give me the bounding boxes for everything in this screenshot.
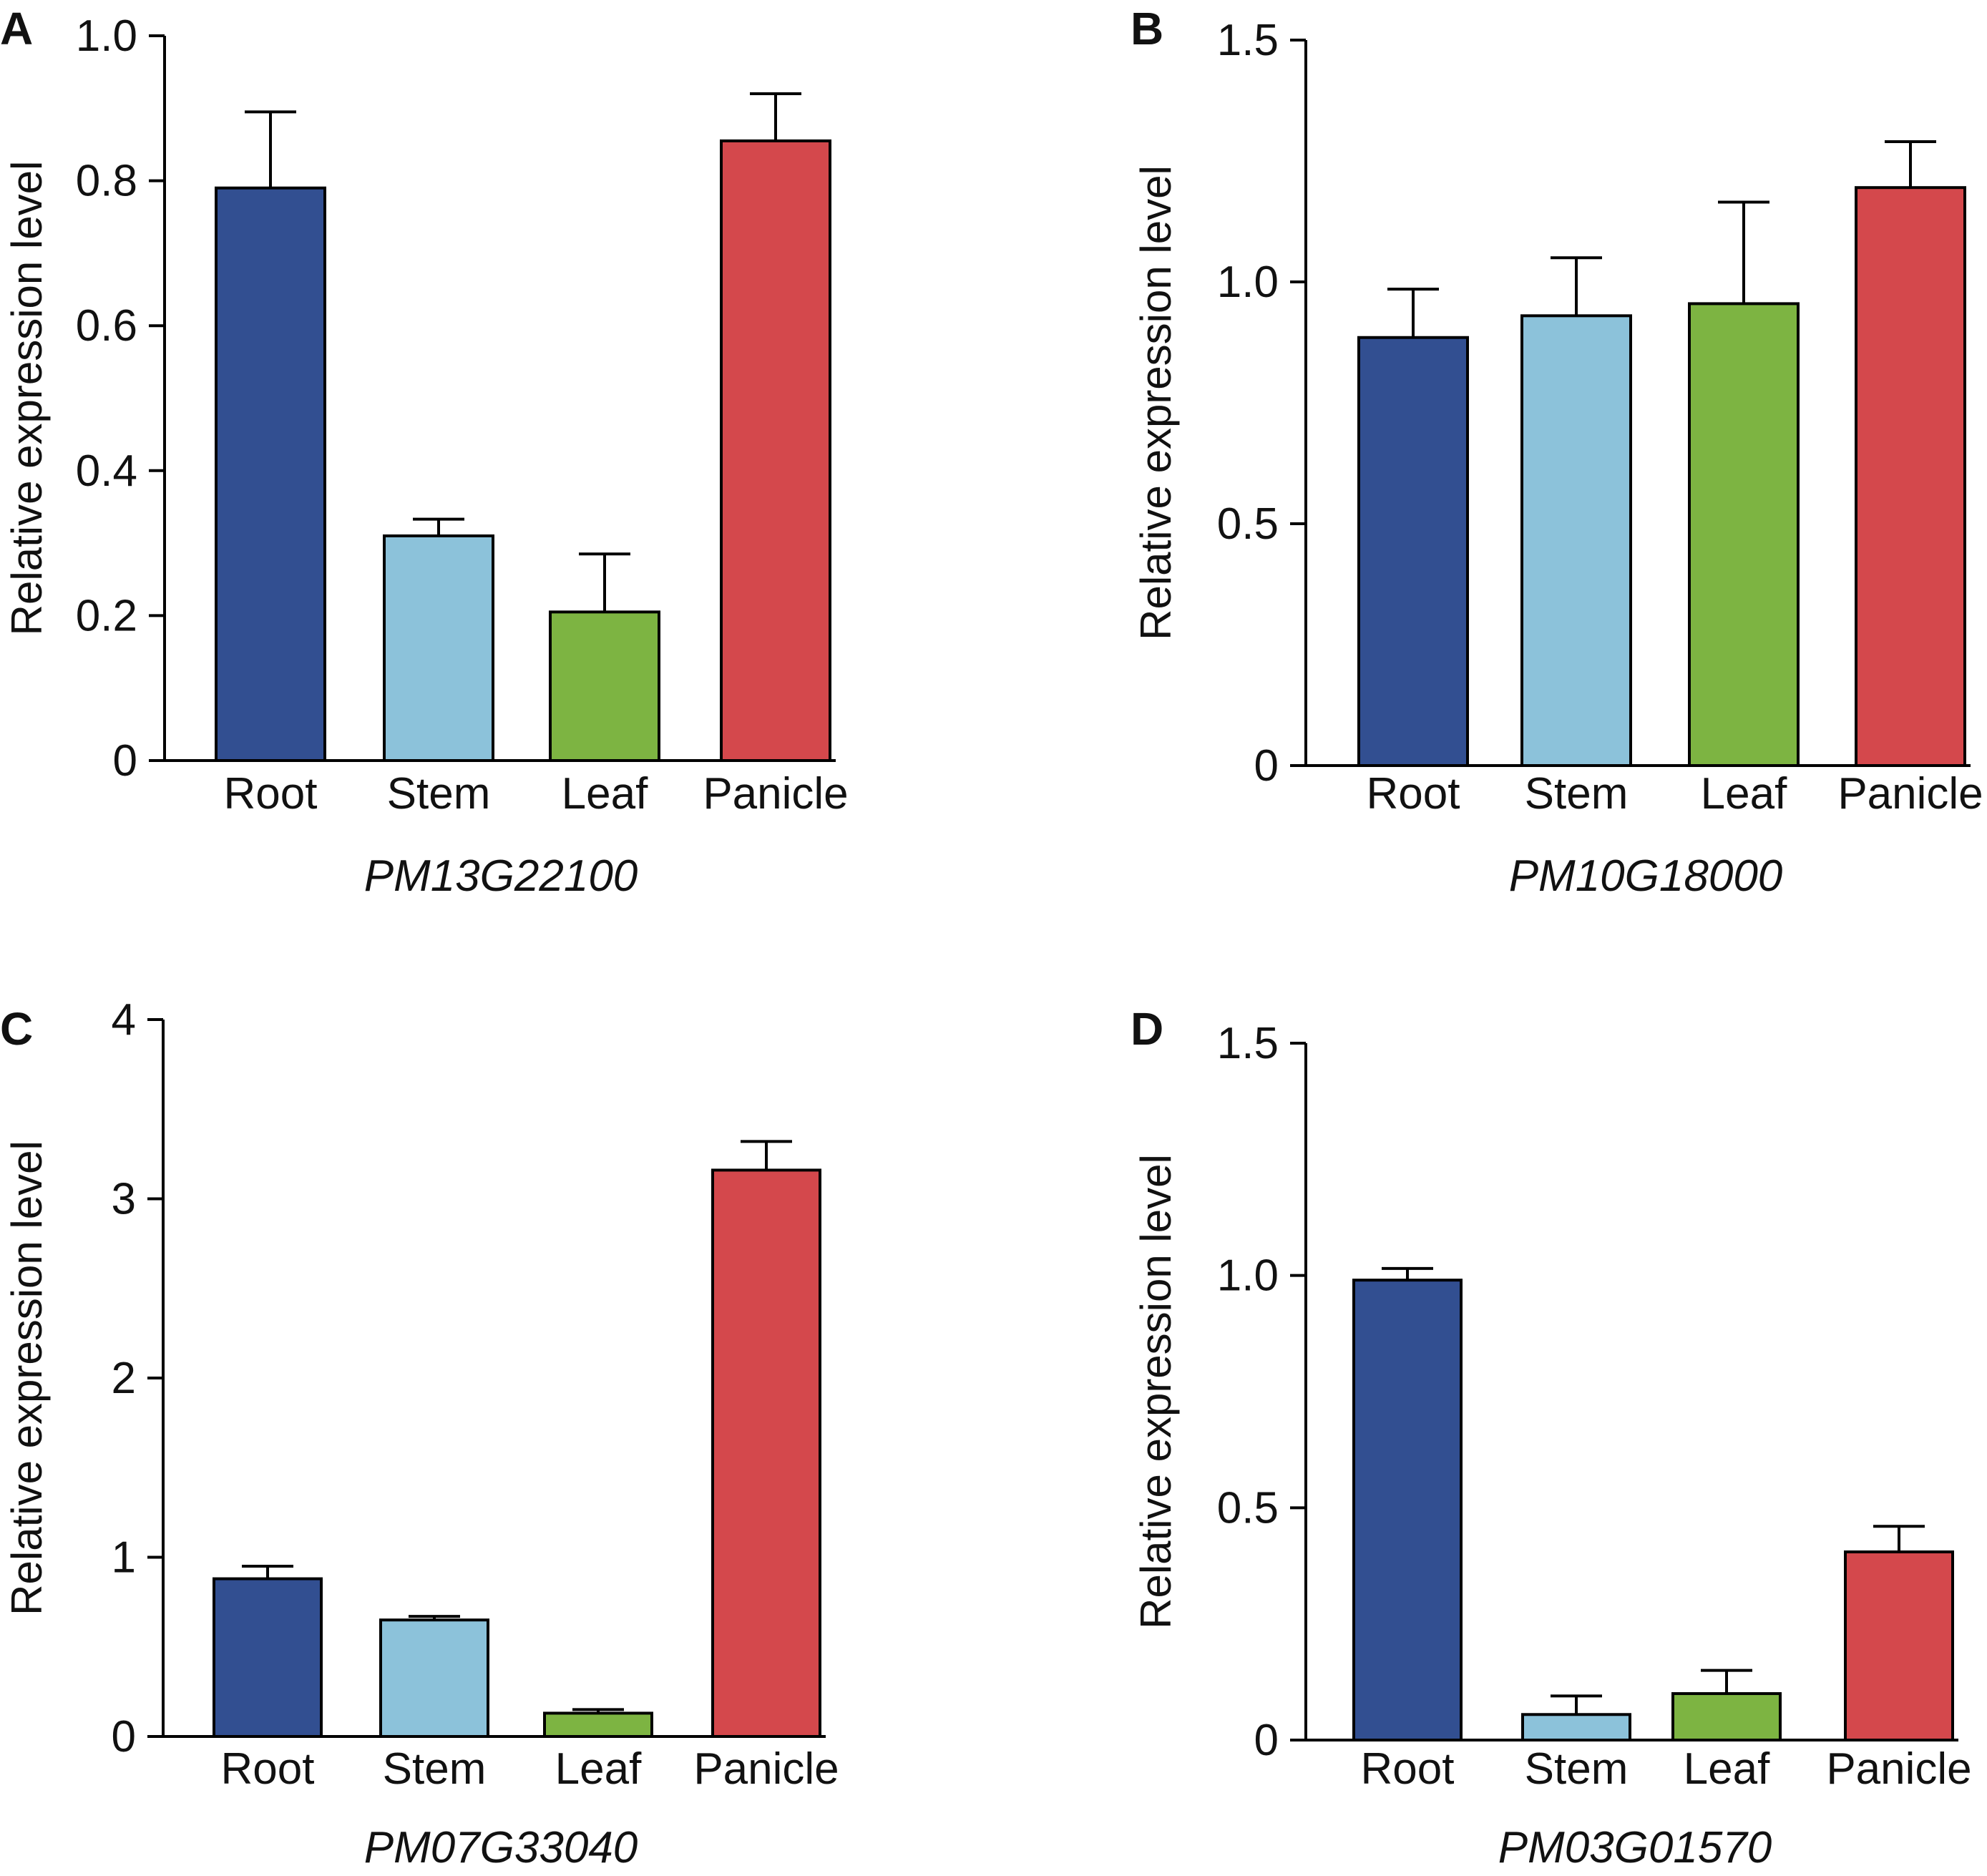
bar-stem — [383, 534, 494, 762]
bar-root — [1352, 1279, 1463, 1742]
y-axis-title: Relative expression level — [3, 161, 51, 636]
chart-panel-a: A 0 0.2 0.4 0.6 0.8 1.0 Relative expression lev… — [0, 3, 849, 901]
x-axis-title: PM10G18000 — [1509, 851, 1783, 901]
panel-letter: A — [0, 3, 33, 54]
bar-leaf — [543, 1711, 653, 1739]
category-label-root: Root — [1361, 1744, 1455, 1794]
y-tick-label: 0.5 — [1217, 1483, 1279, 1533]
y-tick-label: 0.5 — [1217, 499, 1279, 549]
bar-leaf — [1688, 302, 1800, 768]
x-axis-title: PM03G01570 — [1498, 1823, 1772, 1872]
bar-root — [215, 186, 326, 763]
y-tick-label: 0 — [1254, 741, 1279, 791]
y-tick-label: 1.0 — [1217, 1251, 1279, 1301]
bar-panicle — [1855, 186, 1966, 767]
category-label-stem: Stem — [1525, 1744, 1629, 1794]
category-label-leaf: Leaf — [555, 1744, 642, 1794]
category-label-root: Root — [1367, 769, 1460, 819]
y-tick-label: 0.4 — [76, 446, 137, 496]
bar-panicle — [711, 1168, 821, 1739]
category-label-panicle: Panicle — [693, 1744, 839, 1794]
y-tick-label: 1.5 — [1217, 1019, 1279, 1068]
x-axis-title: PM07G33040 — [364, 1823, 638, 1872]
y-axis-title: Relative expression level — [1132, 165, 1180, 640]
bar-root — [1357, 336, 1469, 767]
bar-leaf — [549, 610, 660, 763]
category-label-leaf: Leaf — [1684, 1744, 1770, 1794]
y-tick-label: 3 — [112, 1175, 136, 1224]
bar-stem — [379, 1618, 489, 1739]
y-tick-label: 0 — [1254, 1716, 1279, 1765]
chart-panel-b: B 0 0.5 1.0 1.5 Relative expression level Root… — [1131, 3, 1983, 901]
y-tick-label: 1.0 — [1217, 258, 1279, 307]
category-label-panicle: Panicle — [1837, 769, 1983, 819]
bar-stem — [1520, 314, 1632, 767]
chart-panel-c: C 0 1 2 3 4 Relative expression level Root Stem L… — [0, 995, 839, 1872]
category-label-stem: Stem — [383, 1744, 487, 1794]
y-tick-label: 0 — [112, 1712, 136, 1762]
panel-letter: D — [1131, 1003, 1163, 1055]
bar-root — [213, 1577, 323, 1739]
y-tick-label: 2 — [112, 1354, 136, 1403]
chart-panel-d: D 0 0.5 1.0 1.5 Relative expression level Root… — [1131, 1003, 1972, 1872]
bar-stem — [1521, 1713, 1631, 1741]
y-tick-label: 0.8 — [76, 157, 137, 206]
category-label-panicle: Panicle — [1826, 1744, 1971, 1794]
y-tick-label: 4 — [112, 995, 136, 1045]
category-label-leaf: Leaf — [562, 769, 648, 819]
bar-leaf — [1671, 1692, 1782, 1741]
y-tick-label: 1.5 — [1217, 16, 1279, 65]
category-label-stem: Stem — [1525, 769, 1629, 819]
panel-letter: C — [0, 1003, 33, 1055]
category-label-stem: Stem — [387, 769, 491, 819]
category-label-panicle: Panicle — [703, 769, 848, 819]
bar-panicle — [1844, 1550, 1954, 1742]
y-tick-label: 0 — [113, 736, 137, 786]
category-label-root: Root — [224, 769, 318, 819]
y-axis-title: Relative expression level — [3, 1140, 51, 1616]
y-axis-title: Relative expression level — [1132, 1154, 1180, 1629]
y-tick-label: 0.2 — [76, 591, 137, 640]
y-tick-label: 0.6 — [76, 301, 137, 351]
category-label-root: Root — [221, 1744, 315, 1794]
category-label-leaf: Leaf — [1701, 769, 1787, 819]
bar-panicle — [720, 139, 831, 762]
x-axis-title: PM13G22100 — [364, 851, 638, 901]
y-tick-label: 1.0 — [76, 11, 137, 61]
y-tick-label: 1 — [112, 1533, 136, 1583]
panel-letter: B — [1131, 3, 1163, 54]
